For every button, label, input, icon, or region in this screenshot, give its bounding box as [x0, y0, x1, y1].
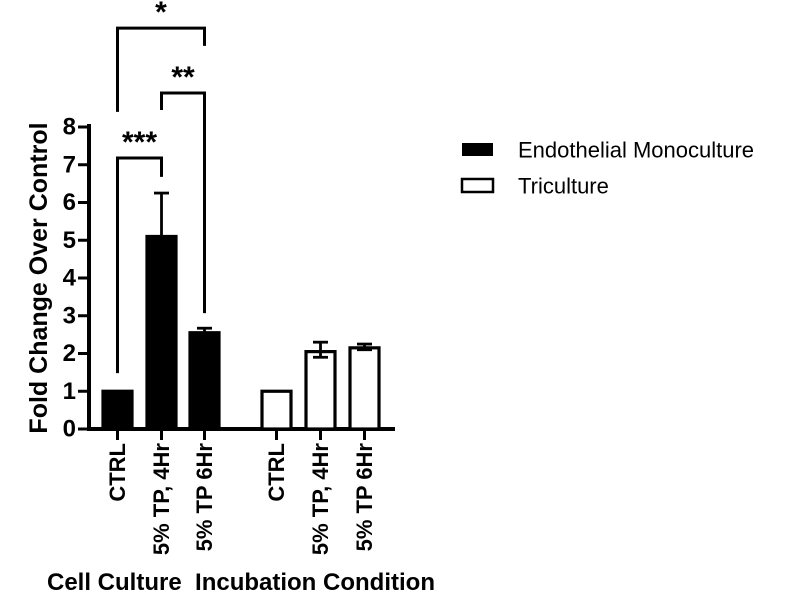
sig-label-3-star: ***: [122, 126, 157, 159]
sig-bracket-2-star: [160, 91, 206, 314]
bar-triculture-ctrl: [260, 389, 293, 431]
bar-triculture-5-tp-6hr: [348, 346, 381, 431]
x-tick-label-0-5-tp-6hr: 5% TP 6Hr: [192, 443, 217, 552]
y-tick-label-0: 0: [63, 416, 76, 443]
y-tick-label-4: 4: [63, 265, 77, 292]
bar-endothelial-monoculture-5-tp-4hr: [145, 234, 178, 431]
legend-label-triculture: Triculture: [518, 174, 609, 199]
bar-triculture-5-tp-4hr: [304, 350, 337, 431]
y-tick-label-5: 5: [63, 227, 76, 254]
x-tick-label-0-ctrl: CTRL: [105, 443, 130, 502]
bar-endothelial-monoculture-ctrl: [101, 389, 134, 431]
legend-swatch-endothelial-monoculture: [462, 143, 493, 156]
sig-label-2-star: **: [171, 61, 195, 94]
bar-endothelial-monoculture-5-tp-6hr: [188, 331, 221, 431]
legend-label-endothelial-monoculture: Endothelial Monoculture: [518, 138, 754, 163]
x-tick-label-0-5-tp-4hr: 5% TP, 4Hr: [149, 443, 174, 556]
sig-bracket-3-star: [116, 156, 163, 374]
legend-swatch-triculture: [460, 177, 495, 194]
error-bars: [154, 191, 372, 359]
y-tick-label-1: 1: [63, 378, 76, 405]
tick-labels: 0 1 2 3 4 5 6 7 8 CTRL 5% TP, 4Hr 5% TP 6Hr CTRL 5% T…: [63, 114, 377, 556]
x-tick-label-1-5-tp-6hr: 5% TP 6Hr: [352, 443, 377, 552]
sig-bracket-1-star: [116, 26, 206, 112]
sig-label-1-star: *: [155, 0, 167, 29]
bars: [101, 234, 381, 431]
axes: [78, 124, 395, 440]
x-tick-label-1-ctrl: CTRL: [264, 443, 289, 502]
significance-brackets: ******: [116, 0, 206, 374]
y-tick-label-8: 8: [63, 114, 76, 141]
x-axis-title: Cell Culture Incubation Condition: [47, 569, 435, 596]
y-tick-label-6: 6: [63, 189, 76, 216]
y-tick-label-3: 3: [63, 302, 76, 329]
y-tick-label-7: 7: [63, 151, 76, 178]
x-tick-label-1-5-tp-4hr: 5% TP, 4Hr: [308, 443, 333, 556]
legend: Endothelial Monoculture Triculture: [460, 138, 754, 199]
y-tick-label-2: 2: [63, 340, 76, 367]
y-axis-title: Fold Change Over Control: [25, 122, 53, 433]
